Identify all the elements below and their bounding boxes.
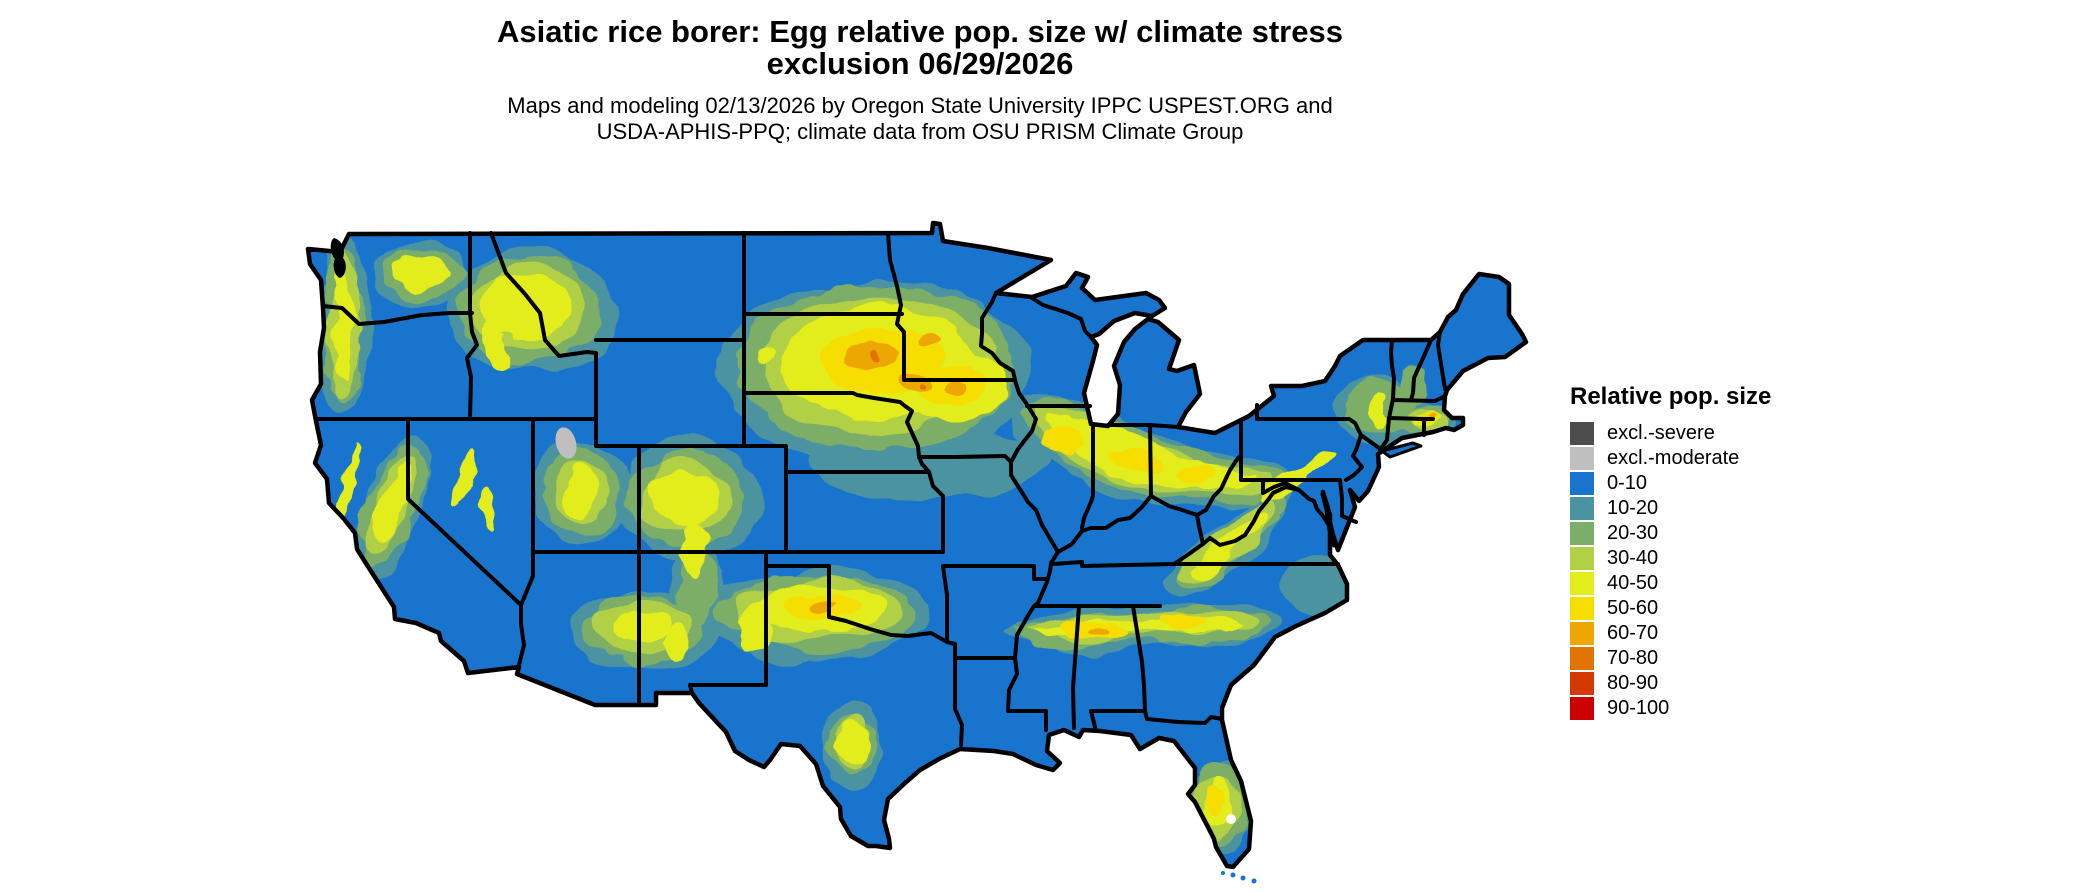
legend-item-90-100: 90-100 <box>1570 697 1810 720</box>
legend-swatch-60-70 <box>1570 622 1594 645</box>
legend-items: excl.-severe excl.-moderate 0-10 10-20 20-30… <box>1570 422 1810 720</box>
legend-swatch-20-30 <box>1570 522 1594 545</box>
legend-title: Relative pop. size <box>1570 383 1772 410</box>
legend-label-60-70: 60-70 <box>1607 622 1659 644</box>
legend-label-30-40: 30-40 <box>1607 547 1659 569</box>
legend-item-70-80: 70-80 <box>1570 647 1810 670</box>
map-subtitle-line1: Maps and modeling 02/13/2026 by Oregon S… <box>507 93 1333 118</box>
legend-label-excl.-moderate: excl.-moderate <box>1607 447 1740 469</box>
legend-item-40-50: 40-50 <box>1570 572 1810 595</box>
chesapeake-bay <box>1320 491 1337 548</box>
map-subtitle: Maps and modeling 02/13/2026 by Oregon S… <box>0 93 1840 145</box>
puget-sound <box>330 238 346 278</box>
legend-label-40-50: 40-50 <box>1607 572 1659 594</box>
legend-label-0-10: 0-10 <box>1607 472 1648 494</box>
us-map-svg <box>230 160 1580 884</box>
legend-swatch-90-100 <box>1570 697 1594 720</box>
lake-okeechobee <box>1226 814 1236 824</box>
legend-swatch-50-60 <box>1570 597 1594 620</box>
long-island <box>1380 441 1423 459</box>
title-block: Asiatic rice borer: Egg relative pop. si… <box>0 16 1840 145</box>
florida-keys <box>1221 871 1257 884</box>
legend-swatch-0-10 <box>1570 472 1594 495</box>
map-title-line2: exclusion 06/29/2026 <box>766 46 1074 81</box>
legend-label-50-60: 50-60 <box>1607 597 1659 619</box>
legend-swatch-excl.-severe <box>1570 422 1594 445</box>
legend-item-60-70: 60-70 <box>1570 622 1810 645</box>
legend-label-20-30: 20-30 <box>1607 522 1659 544</box>
map-subtitle-line2: USDA-APHIS-PPQ; climate data from OSU PR… <box>596 119 1244 144</box>
legend-swatch-10-20 <box>1570 497 1594 520</box>
legend-swatch-40-50 <box>1570 572 1594 595</box>
legend-item-20-30: 20-30 <box>1570 522 1810 545</box>
legend: Relative pop. size excl.-severe excl.-mod… <box>1570 383 1810 722</box>
legend-label-90-100: 90-100 <box>1607 697 1670 719</box>
legend-item-10-20: 10-20 <box>1570 497 1810 520</box>
legend-swatch-excl.-moderate <box>1570 447 1594 470</box>
legend-swatch-80-90 <box>1570 672 1594 695</box>
legend-label-70-80: 70-80 <box>1607 647 1659 669</box>
legend-item-30-40: 30-40 <box>1570 547 1810 570</box>
legend-label-excl.-severe: excl.-severe <box>1607 422 1715 444</box>
legend-item-0-10: 0-10 <box>1570 472 1810 495</box>
legend-label-10-20: 10-20 <box>1607 497 1659 519</box>
legend-item-excl.-moderate: excl.-moderate <box>1570 447 1810 470</box>
pop-layer-70-80 <box>871 353 923 387</box>
great-salt-lake <box>555 427 577 459</box>
state-borders <box>314 231 1447 747</box>
legend-item-excl.-severe: excl.-severe <box>1570 422 1810 445</box>
us-map <box>230 160 1580 892</box>
map-title-line1: Asiatic rice borer: Egg relative pop. si… <box>497 14 1343 49</box>
legend-item-50-60: 50-60 <box>1570 597 1810 620</box>
legend-swatch-30-40 <box>1570 547 1594 570</box>
legend-swatch-70-80 <box>1570 647 1594 670</box>
legend-item-80-90: 80-90 <box>1570 672 1810 695</box>
legend-label-80-90: 80-90 <box>1607 672 1659 694</box>
